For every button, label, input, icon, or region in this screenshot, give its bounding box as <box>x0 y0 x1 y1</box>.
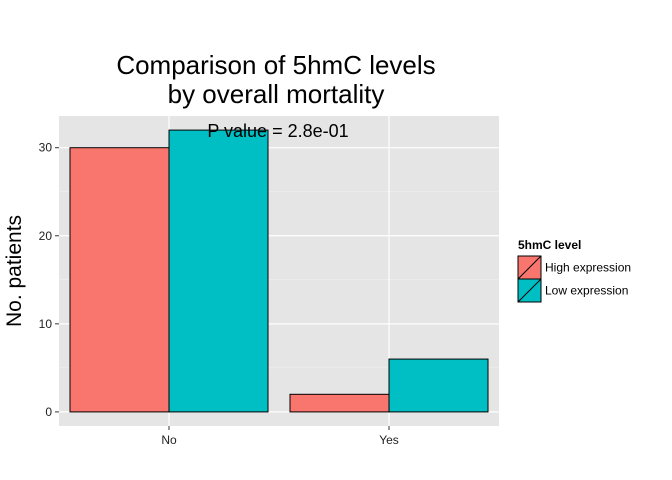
legend-label: Low expression <box>545 284 628 298</box>
y-tick-label: 20 <box>39 229 53 243</box>
p-value-annotation: P value = 2.8e-01 <box>207 121 348 141</box>
y-axis-ticks: 0 10 20 30 <box>39 141 59 419</box>
x-axis-ticks: No Yes <box>161 426 399 447</box>
bar-low-expression-no <box>168 129 269 413</box>
legend: 5hmC level High expression Low expression <box>517 238 631 303</box>
legend-title: 5hmC level <box>518 238 581 252</box>
bar-high-expression-yes <box>289 393 390 413</box>
y-tick-label: 30 <box>39 141 53 155</box>
y-tick-label: 0 <box>45 405 52 419</box>
legend-item-high-expression: High expression <box>517 255 631 280</box>
legend-item-low-expression: Low expression <box>517 278 628 303</box>
chart-title-line-1: Comparison of 5hmC levels <box>116 50 435 80</box>
legend-key-slash <box>517 255 542 280</box>
legend-label: High expression <box>545 261 631 275</box>
bar-high-expression-no <box>69 147 170 413</box>
bars <box>69 129 489 413</box>
x-tick-label: Yes <box>379 433 399 447</box>
x-tick-label: No <box>161 433 177 447</box>
y-tick-label: 10 <box>39 317 53 331</box>
bar-low-expression-yes <box>388 358 489 413</box>
legend-key-slash <box>517 278 542 303</box>
chart-title-line-2: by overall mortality <box>168 79 385 109</box>
y-axis-label: No. patients <box>3 215 26 327</box>
